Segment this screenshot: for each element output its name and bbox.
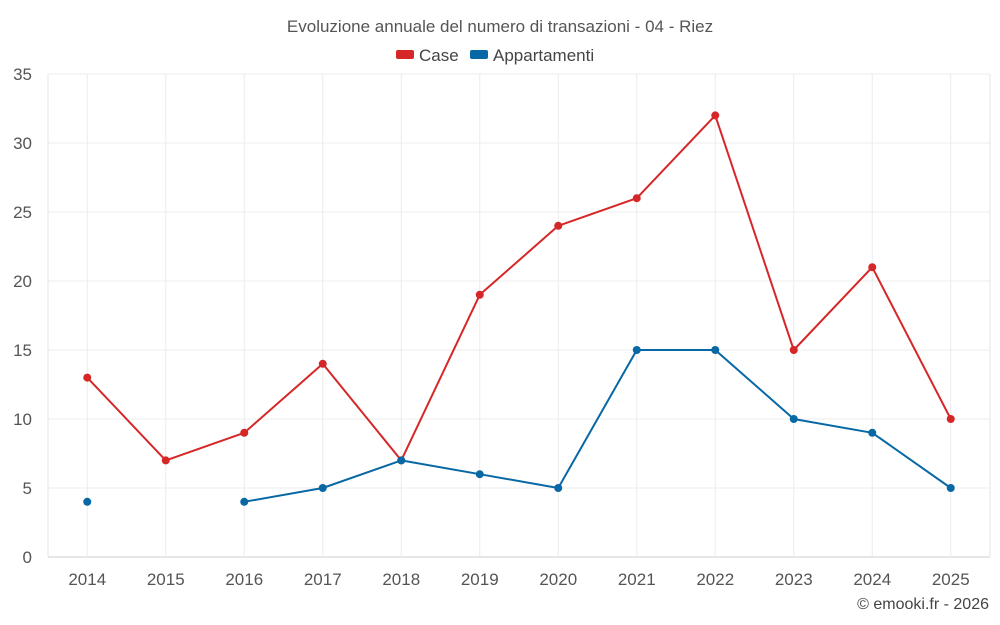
data-point-case[interactable] (711, 111, 720, 120)
y-axis: 0 5 10 15 20 25 30 35 (13, 65, 32, 567)
data-point-case[interactable] (240, 428, 249, 437)
legend-item-appartamenti[interactable]: Appartamenti (470, 46, 594, 65)
x-tick-label: 2017 (304, 570, 342, 589)
x-tick-label: 2021 (618, 570, 656, 589)
data-point-case[interactable] (83, 373, 92, 382)
series-layer (83, 111, 955, 506)
y-tick-label: 5 (23, 479, 32, 498)
data-point-appartamenti[interactable] (318, 484, 327, 492)
y-tick-label: 15 (13, 341, 32, 360)
series-appartamenti (83, 346, 955, 506)
data-point-appartamenti[interactable] (554, 484, 563, 492)
data-point-case[interactable] (632, 194, 641, 203)
x-axis: 2014 2015 2016 2017 2018 2019 2020 2021 2022 2023… (68, 570, 969, 589)
grid (47, 73, 991, 558)
data-point-case[interactable] (554, 221, 563, 230)
x-tick-label: 2025 (932, 570, 970, 589)
legend-label-appartamenti: Appartamenti (493, 46, 594, 65)
x-tick-label: 2015 (147, 570, 185, 589)
data-point-appartamenti[interactable] (240, 497, 249, 506)
data-point-case[interactable] (868, 263, 877, 272)
y-tick-label: 20 (13, 272, 32, 291)
y-tick-label: 25 (13, 203, 32, 222)
x-tick-label: 2016 (225, 570, 263, 589)
data-point-appartamenti[interactable] (83, 497, 92, 506)
legend-swatch-appartamenti (470, 50, 488, 59)
series-case (83, 111, 955, 465)
y-tick-label: 35 (13, 65, 32, 84)
legend[interactable]: Case Appartamenti (396, 46, 594, 65)
series-line-appartamenti (244, 349, 952, 503)
chart-title: Evoluzione annuale del numero di transaz… (287, 17, 713, 36)
legend-item-case[interactable]: Case (396, 46, 459, 65)
x-tick-label: 2014 (68, 570, 106, 589)
data-point-appartamenti[interactable] (711, 346, 720, 354)
data-point-appartamenti[interactable] (946, 484, 955, 492)
data-point-appartamenti[interactable] (868, 428, 877, 437)
x-tick-label: 2024 (853, 570, 891, 589)
series-line-case (86, 114, 952, 462)
data-point-case[interactable] (161, 456, 170, 465)
data-point-case[interactable] (475, 290, 484, 299)
legend-swatch-case (396, 50, 414, 59)
x-tick-label: 2022 (696, 570, 734, 589)
data-point-appartamenti[interactable] (632, 346, 641, 354)
data-point-case[interactable] (789, 346, 798, 354)
x-tick-label: 2019 (461, 570, 499, 589)
x-tick-label: 2018 (382, 570, 420, 589)
credit-text: © emooki.fr - 2026 (857, 596, 989, 613)
x-tick-label: 2023 (775, 570, 813, 589)
y-tick-label: 10 (13, 410, 32, 429)
data-point-appartamenti[interactable] (789, 415, 798, 423)
x-tick-label: 2020 (539, 570, 577, 589)
legend-label-case: Case (419, 46, 459, 65)
data-point-case[interactable] (946, 415, 955, 423)
y-tick-label: 0 (23, 548, 32, 567)
y-tick-label: 30 (13, 134, 32, 153)
data-point-appartamenti[interactable] (475, 470, 484, 479)
data-point-appartamenti[interactable] (397, 456, 406, 465)
data-point-case[interactable] (318, 359, 327, 368)
